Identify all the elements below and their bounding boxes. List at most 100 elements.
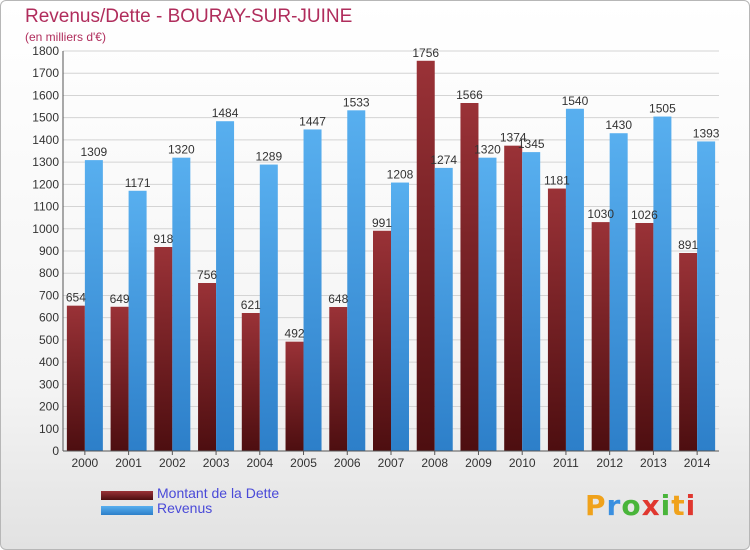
x-tick-label: 2007 bbox=[378, 456, 405, 470]
bar-revenue bbox=[128, 190, 147, 451]
value-label-revenue: 1289 bbox=[255, 150, 282, 164]
logo-letter: o bbox=[621, 489, 642, 522]
value-label-revenue: 1309 bbox=[81, 145, 108, 159]
bar-revenue bbox=[84, 160, 103, 451]
value-labels: 654 1309 649 1171 918 1320 756 1484 621 1289 492 14… bbox=[66, 46, 720, 341]
bar-revenue bbox=[522, 152, 541, 451]
bar-debt bbox=[591, 222, 610, 451]
value-label-revenue: 1540 bbox=[562, 94, 589, 108]
x-tick-label: 2012 bbox=[596, 456, 623, 470]
value-label-revenue: 1320 bbox=[474, 143, 501, 157]
bar-debt bbox=[66, 305, 85, 451]
value-label-revenue: 1484 bbox=[212, 106, 239, 120]
x-tick-label: 2014 bbox=[684, 456, 711, 470]
x-tick-label: 2008 bbox=[421, 456, 448, 470]
x-tick-label: 2005 bbox=[290, 456, 317, 470]
y-tick-label: 1000 bbox=[32, 222, 59, 236]
value-label-debt: 1030 bbox=[587, 207, 614, 221]
legend-swatch-debt bbox=[101, 491, 153, 500]
value-label-debt: 1026 bbox=[631, 208, 658, 222]
chart-title: Revenus/Dette - BOURAY-SUR-JUINE bbox=[25, 6, 353, 27]
y-tick-label: 500 bbox=[39, 333, 59, 347]
logo-letter: r bbox=[606, 489, 622, 522]
x-tick-label: 2001 bbox=[115, 456, 142, 470]
legend-label-debt: Montant de la Dette bbox=[157, 485, 280, 501]
y-tick-label: 200 bbox=[39, 400, 59, 414]
value-label-debt: 621 bbox=[241, 298, 261, 312]
value-label-revenue: 1274 bbox=[430, 153, 457, 167]
bar-debt bbox=[460, 103, 479, 451]
bar-debt bbox=[110, 306, 129, 451]
value-label-debt: 1756 bbox=[412, 46, 439, 60]
value-label-revenue: 1320 bbox=[168, 143, 195, 157]
y-tick-label: 900 bbox=[39, 244, 59, 258]
bar-revenue bbox=[653, 116, 672, 452]
bars bbox=[66, 60, 716, 452]
bar-revenue bbox=[609, 133, 628, 451]
logo-letter: P bbox=[585, 489, 607, 522]
value-label-revenue: 1533 bbox=[343, 95, 370, 109]
x-tick-label: 2006 bbox=[334, 456, 361, 470]
y-tick-label: 1300 bbox=[32, 155, 59, 169]
value-label-debt: 991 bbox=[372, 216, 392, 230]
axes: 0 100 200 300 400 500 600 700 800 900 1000 1100 1200… bbox=[32, 44, 719, 470]
value-label-debt: 918 bbox=[153, 232, 173, 246]
y-tick-label: 400 bbox=[39, 355, 59, 369]
value-label-debt: 1181 bbox=[544, 174, 570, 188]
value-label-revenue: 1505 bbox=[649, 102, 676, 116]
value-label-revenue: 1447 bbox=[299, 114, 326, 128]
bar-revenue bbox=[434, 167, 453, 451]
x-tick-label: 2003 bbox=[203, 456, 230, 470]
bar-debt bbox=[635, 223, 654, 451]
logo-letter: i bbox=[660, 489, 672, 522]
bar-revenue bbox=[347, 110, 366, 451]
value-label-revenue: 1430 bbox=[605, 118, 632, 132]
value-label-revenue: 1208 bbox=[387, 168, 414, 182]
bar-revenue bbox=[478, 157, 497, 451]
legend-label-revenue: Revenus bbox=[157, 500, 213, 516]
y-tick-label: 800 bbox=[39, 266, 59, 280]
x-tick-label: 2004 bbox=[246, 456, 273, 470]
logo-letter: i bbox=[685, 489, 697, 522]
bar-revenue bbox=[697, 141, 716, 451]
legend-swatch-revenue bbox=[101, 506, 153, 515]
value-label-debt: 654 bbox=[66, 291, 86, 305]
value-label-debt: 492 bbox=[285, 327, 305, 341]
y-tick-label: 1800 bbox=[32, 44, 59, 58]
value-label-debt: 891 bbox=[678, 238, 698, 252]
y-tick-label: 700 bbox=[39, 288, 59, 302]
y-tick-label: 300 bbox=[39, 377, 59, 391]
x-tick-label: 2009 bbox=[465, 456, 492, 470]
y-tick-label: 1400 bbox=[32, 133, 59, 147]
y-tick-label: 1500 bbox=[32, 111, 59, 125]
value-label-debt: 1374 bbox=[500, 131, 527, 145]
bar-debt bbox=[285, 341, 304, 451]
x-tick-label: 2010 bbox=[509, 456, 536, 470]
logo-letter: x bbox=[641, 489, 661, 522]
bar-debt bbox=[373, 230, 391, 451]
bar-debt bbox=[329, 307, 348, 451]
bar-debt bbox=[416, 60, 435, 452]
bar-debt bbox=[504, 145, 523, 451]
x-tick-label: 2011 bbox=[553, 456, 579, 470]
y-tick-label: 100 bbox=[39, 422, 59, 436]
y-tick-label: 0 bbox=[52, 444, 59, 458]
x-tick-label: 2013 bbox=[640, 456, 667, 470]
bar-debt bbox=[198, 283, 217, 451]
bar-debt bbox=[547, 188, 566, 452]
x-tick-label: 2000 bbox=[72, 456, 99, 470]
y-tick-label: 1600 bbox=[32, 88, 59, 102]
proxiti-logo: Proxiti bbox=[585, 489, 696, 522]
bar-revenue bbox=[172, 157, 191, 451]
value-label-debt: 756 bbox=[197, 268, 217, 282]
y-tick-label: 1100 bbox=[33, 200, 59, 214]
bar-debt bbox=[241, 313, 260, 451]
value-label-debt: 649 bbox=[110, 292, 130, 306]
x-tick-label: 2002 bbox=[159, 456, 186, 470]
value-label-revenue: 1171 bbox=[125, 176, 151, 190]
value-label-revenue: 1345 bbox=[518, 137, 545, 151]
bar-revenue bbox=[303, 129, 322, 451]
bar-revenue bbox=[565, 108, 584, 452]
